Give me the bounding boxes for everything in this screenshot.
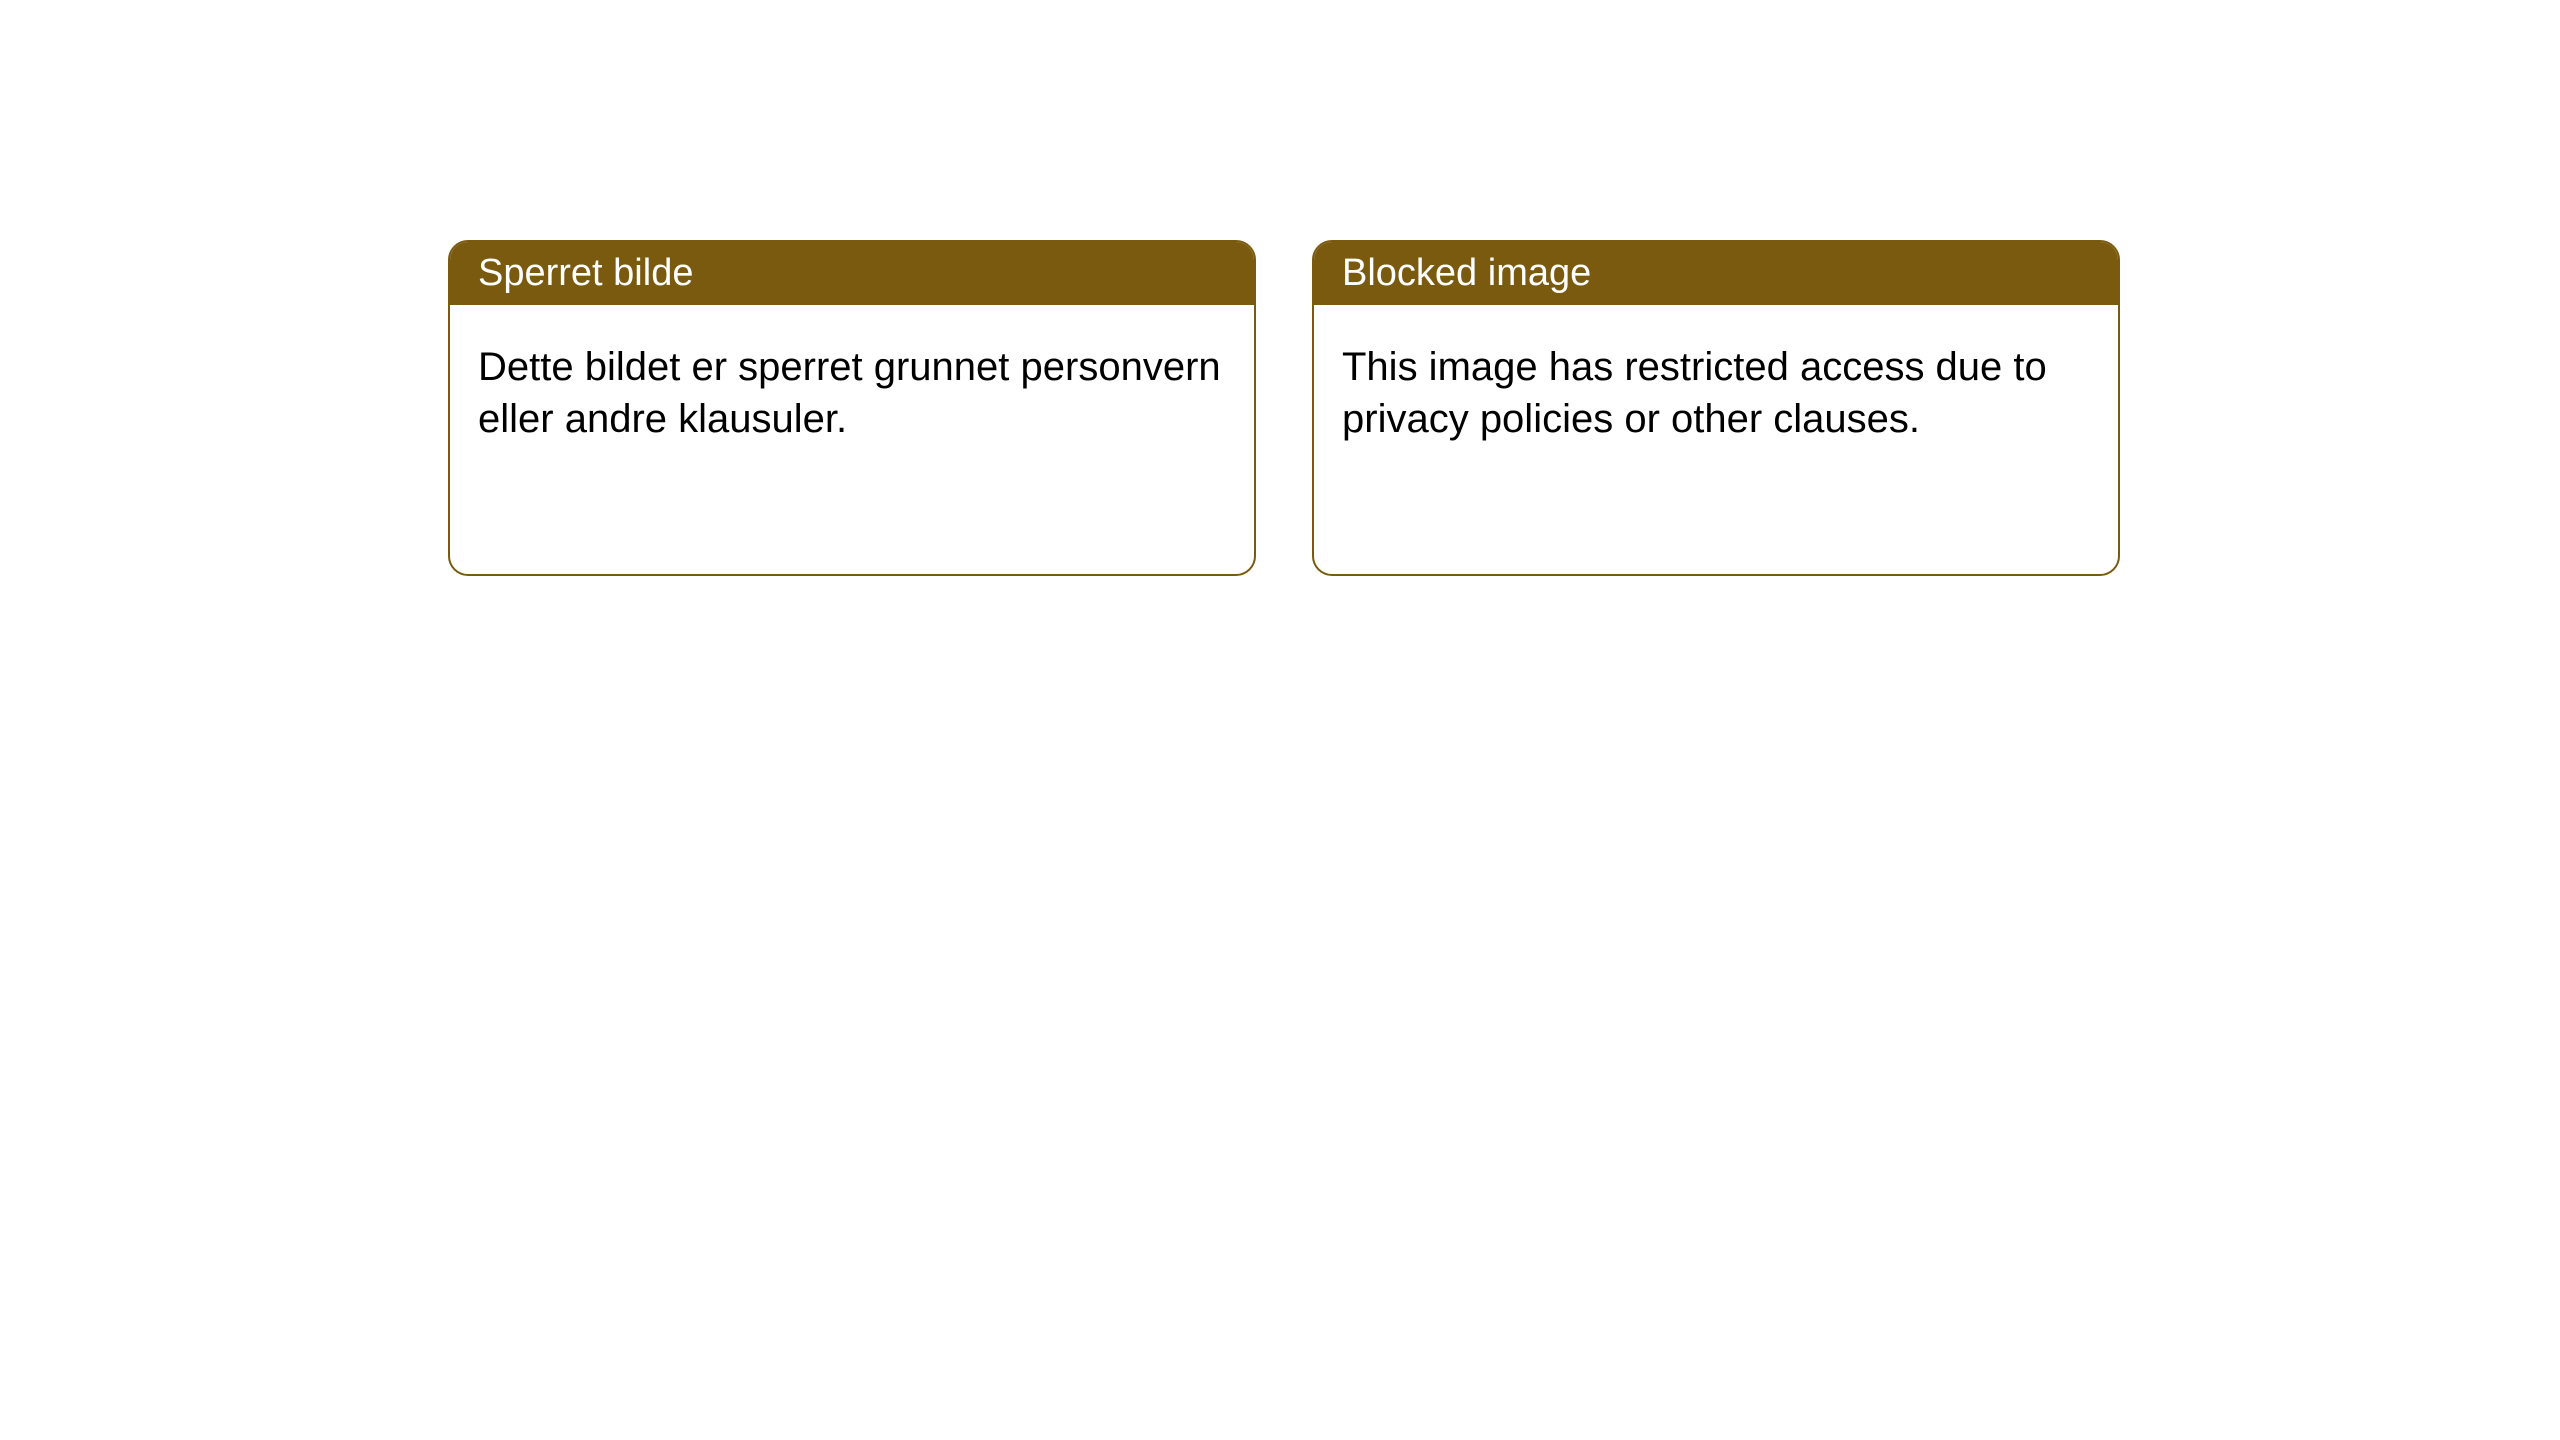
- card-title: Sperret bilde: [450, 242, 1254, 305]
- card-title: Blocked image: [1314, 242, 2118, 305]
- notice-card-english: Blocked image This image has restricted …: [1312, 240, 2120, 576]
- notice-card-norwegian: Sperret bilde Dette bildet er sperret gr…: [448, 240, 1256, 576]
- card-body: Dette bildet er sperret grunnet personve…: [450, 305, 1254, 481]
- card-body: This image has restricted access due to …: [1314, 305, 2118, 481]
- notice-container: Sperret bilde Dette bildet er sperret gr…: [0, 0, 2560, 576]
